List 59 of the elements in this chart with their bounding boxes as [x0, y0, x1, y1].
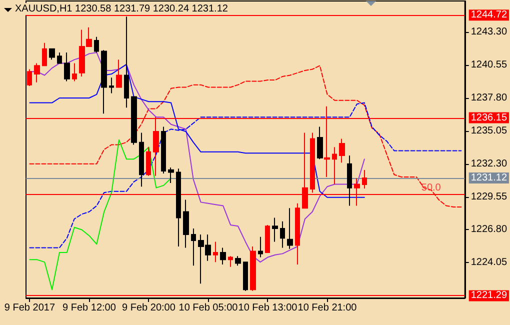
- candlestick: [191, 228, 196, 266]
- candlestick: [220, 247, 226, 265]
- x-tick-label: 9 Feb 12:00: [62, 302, 116, 314]
- y-tick-label: 1235.05: [470, 125, 508, 136]
- candlestick: [339, 138, 345, 164]
- candlestick: [27, 68, 32, 87]
- candlestick: [235, 256, 241, 266]
- y-tick-label: 1224.05: [470, 257, 508, 268]
- candlestick: [168, 166, 174, 184]
- candlestick: [280, 220, 285, 248]
- x-tick-label: 9 Feb 20:00: [122, 302, 176, 314]
- y-tick-label: 1243.30: [470, 26, 508, 38]
- candlestick: [347, 154, 352, 206]
- candlestick: [64, 52, 70, 82]
- ref-line-label: 1221.29: [470, 290, 508, 302]
- candlestick: [265, 224, 270, 253]
- candlestick: [146, 146, 151, 176]
- candlestick: [124, 16, 129, 108]
- candlestick: [101, 50, 107, 114]
- candlestick: [272, 217, 278, 242]
- y-tick-label: 1229.55: [470, 191, 508, 202]
- candlestick: [332, 146, 337, 185]
- candlestick: [161, 126, 166, 174]
- line-series: [29, 139, 172, 290]
- ref-line-label: 1236.15: [470, 112, 508, 124]
- line-series: [29, 52, 365, 263]
- y-tick-label: 1240.55: [470, 60, 508, 71]
- candlestick: [34, 62, 40, 83]
- candlestick: [317, 126, 323, 160]
- candlestick: [213, 241, 218, 263]
- candlestick: [139, 132, 144, 188]
- candlestick: [72, 62, 77, 82]
- candlestick: [116, 59, 122, 88]
- x-tick-label: 10 Feb 05:00: [178, 302, 238, 314]
- x-tick-label: 9 Feb 2017: [4, 302, 56, 314]
- y-tick-label: 1237.80: [470, 92, 508, 104]
- candlestick: [362, 169, 367, 190]
- candlestick: [94, 36, 99, 53]
- candlestick: [258, 236, 263, 258]
- candlestick: [57, 52, 62, 64]
- x-tick-label: 10 Feb 21:00: [298, 302, 358, 314]
- candlestick: [109, 77, 114, 94]
- ref-line-label: 1231.12: [470, 172, 508, 184]
- ref-line-label: 1244.72: [470, 10, 508, 21]
- candlestick: [49, 48, 55, 60]
- candlestick: [295, 202, 300, 265]
- candlestick: [287, 208, 293, 250]
- x-tick-label: 10 Feb 13:00: [238, 302, 298, 314]
- y-tick-label: 1232.30: [470, 158, 508, 170]
- candlestick: [243, 262, 248, 292]
- candlestick: [183, 199, 189, 248]
- candlestick: [250, 246, 256, 292]
- candlestick: [131, 96, 137, 146]
- candlestick: [176, 168, 181, 248]
- candlestick: [228, 256, 233, 268]
- candlestick: [42, 42, 47, 66]
- line-series: [29, 65, 462, 208]
- chart-title: XAUUSD,H1 1230.58 1231.79 1230.24 1231.12: [15, 4, 228, 14]
- y-tick-label: 1226.80: [470, 224, 508, 236]
